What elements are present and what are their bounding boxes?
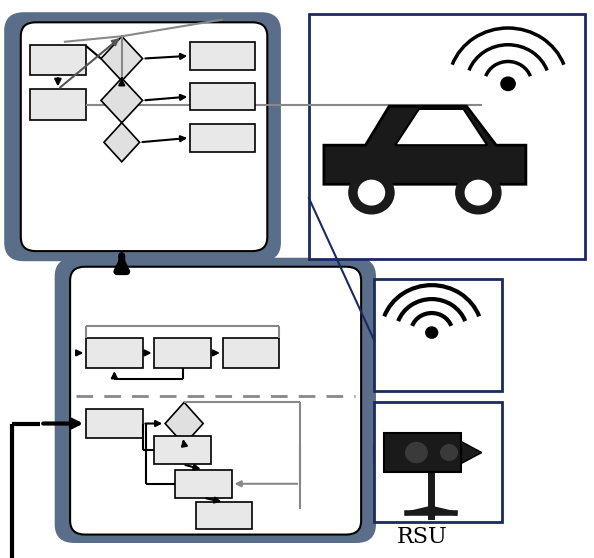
FancyBboxPatch shape — [21, 22, 267, 251]
FancyBboxPatch shape — [190, 42, 255, 70]
Polygon shape — [101, 36, 143, 81]
Text: RSU: RSU — [396, 526, 447, 548]
Polygon shape — [395, 109, 487, 145]
FancyBboxPatch shape — [30, 89, 86, 120]
FancyBboxPatch shape — [154, 338, 211, 368]
Polygon shape — [461, 441, 482, 464]
FancyBboxPatch shape — [56, 259, 374, 541]
Polygon shape — [324, 106, 526, 184]
Circle shape — [501, 77, 515, 90]
FancyBboxPatch shape — [175, 470, 232, 498]
Circle shape — [426, 327, 438, 338]
Circle shape — [456, 171, 501, 214]
Circle shape — [349, 171, 394, 214]
Polygon shape — [101, 78, 143, 123]
Bar — [374, 402, 502, 522]
Circle shape — [358, 180, 384, 205]
FancyBboxPatch shape — [86, 338, 143, 368]
FancyBboxPatch shape — [86, 409, 143, 438]
Circle shape — [436, 440, 462, 465]
Circle shape — [406, 442, 427, 463]
FancyBboxPatch shape — [6, 14, 279, 259]
FancyBboxPatch shape — [190, 124, 255, 152]
FancyBboxPatch shape — [190, 83, 255, 110]
Bar — [309, 14, 585, 259]
FancyBboxPatch shape — [70, 267, 361, 535]
Polygon shape — [165, 402, 203, 445]
FancyBboxPatch shape — [154, 436, 211, 464]
Polygon shape — [104, 123, 140, 162]
Bar — [384, 433, 461, 472]
FancyBboxPatch shape — [30, 45, 86, 75]
Circle shape — [441, 445, 457, 460]
Bar — [374, 279, 502, 391]
FancyBboxPatch shape — [196, 502, 252, 529]
Circle shape — [465, 180, 491, 205]
Circle shape — [400, 437, 433, 468]
FancyBboxPatch shape — [223, 338, 279, 368]
